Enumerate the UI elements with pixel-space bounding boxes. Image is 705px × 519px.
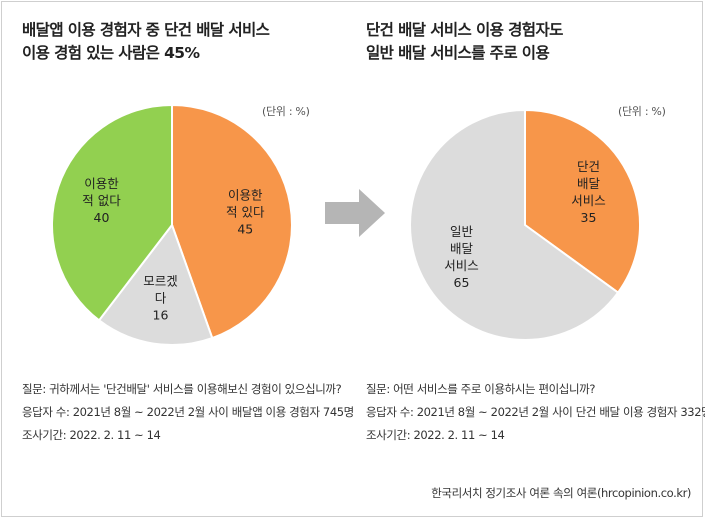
right-pie-slice-0 — [524, 108, 641, 294]
right-slice-value-1: 65 — [454, 275, 470, 290]
right-title-line2: 일반 배달 서비스를 주로 이용 — [366, 44, 550, 62]
left-title-line1: 배달앱 이용 경험자 중 단건 배달 서비스 — [22, 21, 270, 39]
left-slice-label-line-0-0: 이용한 — [228, 187, 263, 202]
left-title-line2: 이용 경험 있는 사람은 45% — [22, 44, 200, 62]
left-respondents: 응답자 수: 2021년 8월 ~ 2022년 2월 사이 배달앱 이용 경험자… — [22, 405, 354, 419]
right-respondents: 응답자 수: 2021년 8월 ~ 2022년 2월 사이 단건 배달 이용 경… — [366, 405, 705, 419]
right-question: 질문: 어떤 서비스를 주로 이용하시는 편이십니까? — [366, 382, 596, 396]
left-slice-label-line-1-0: 모르겠 — [143, 274, 178, 289]
right-notes: 질문: 어떤 서비스를 주로 이용하시는 편이십니까? 응답자 수: 2021년… — [366, 378, 705, 447]
left-slice-label-line-1-1: 다 — [155, 291, 167, 306]
right-slice-label-line-0-1: 배달 — [577, 176, 601, 191]
source-credit: 한국리서치 정기조사 여론 속의 여론(hrcopinion.co.kr) — [431, 486, 691, 500]
left-slice-value-0: 45 — [237, 221, 253, 236]
right-unit-label: (단위 : %) — [618, 105, 666, 118]
right-chart-title: 단건 배달 서비스 이용 경험자도 일반 배달 서비스를 주로 이용 — [366, 19, 563, 65]
left-period: 조사기간: 2022. 2. 11 ~ 14 — [22, 428, 161, 442]
right-title-line1: 단건 배달 서비스 이용 경험자도 — [366, 21, 563, 39]
left-question: 질문: 귀하께서는 '단건배달' 서비스를 이용해보신 경험이 있으십니까? — [22, 382, 342, 396]
right-slice-label-line-0-2: 서비스 — [571, 193, 606, 208]
left-slice-value-2: 40 — [94, 210, 110, 225]
left-slice-value-1: 16 — [153, 308, 169, 323]
right-period: 조사기간: 2022. 2. 11 ~ 14 — [366, 428, 505, 442]
left-slice-label-line-0-1: 적 있다 — [226, 204, 265, 219]
left-unit-label: (단위 : %) — [262, 105, 310, 118]
left-pie-slice-1 — [97, 222, 214, 346]
right-slice-label-line-1-0: 일반 — [450, 224, 474, 239]
left-notes: 질문: 귀하께서는 '단건배달' 서비스를 이용해보신 경험이 있으십니까? 응… — [22, 378, 354, 447]
left-slice-label-line-2-0: 이용한 — [84, 176, 119, 191]
left-pie-slice-2 — [51, 103, 173, 322]
right-slice-label-line-0-0: 단건 — [577, 159, 600, 174]
left-slice-label-line-2-1: 적 없다 — [82, 193, 121, 208]
right-pie-slice-1 — [409, 108, 620, 341]
arrow-right-icon — [325, 189, 385, 237]
left-chart-title: 배달앱 이용 경험자 중 단건 배달 서비스 이용 경험 있는 사람은 45% — [22, 19, 270, 65]
right-slice-label-line-1-1: 배달 — [450, 241, 474, 256]
right-slice-value-0: 35 — [581, 210, 597, 225]
right-slice-label-line-1-2: 서비스 — [444, 258, 479, 273]
left-pie-slice-0 — [171, 103, 293, 340]
